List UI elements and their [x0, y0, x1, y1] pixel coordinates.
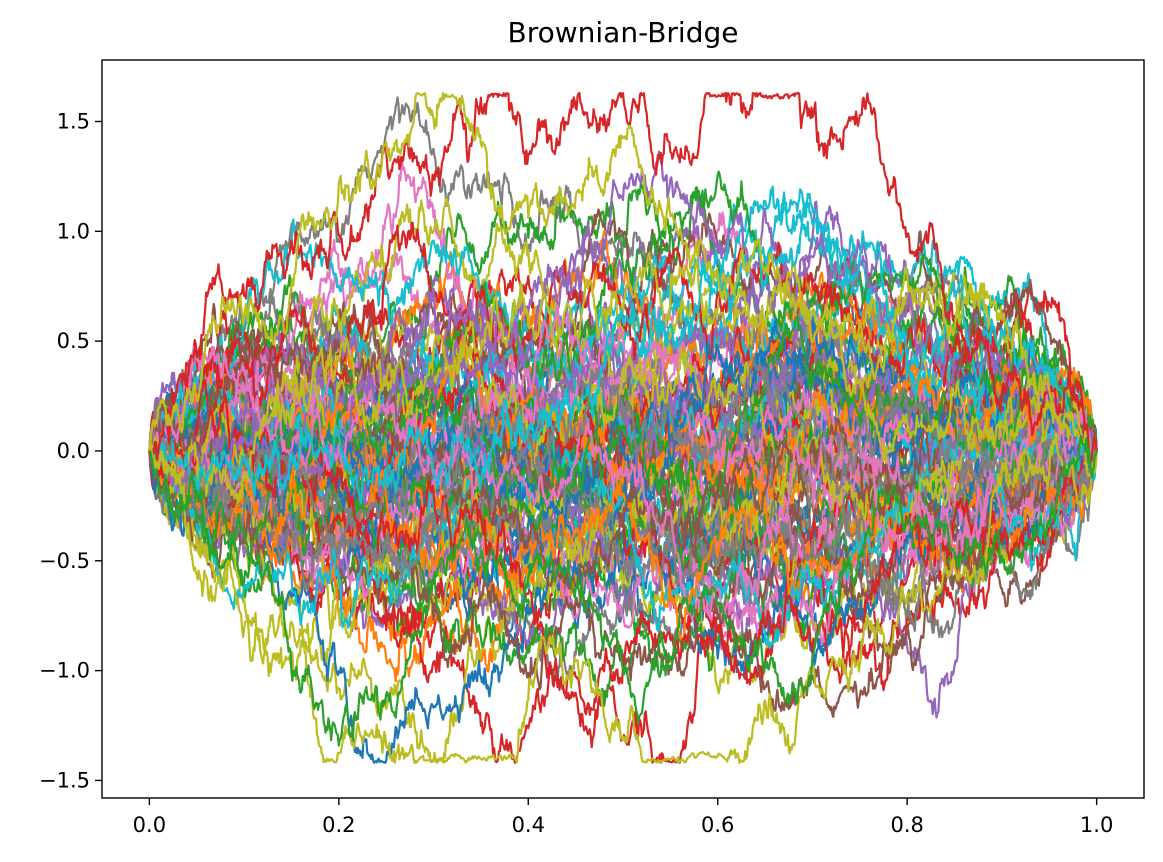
series-line — [148, 150, 1098, 494]
x-tick-label: 0.6 — [701, 813, 734, 837]
y-tick-label: −1.5 — [39, 768, 90, 792]
series-line — [148, 201, 1098, 504]
series-line-extreme — [148, 432, 1098, 764]
series-line — [148, 406, 1098, 639]
x-tick-label: 0.8 — [890, 813, 923, 837]
series-line — [148, 314, 1098, 569]
y-tick-label: 0.0 — [57, 439, 90, 463]
x-axis: 0.0 0.2 0.4 0.6 0.8 1.0 — [133, 798, 1113, 837]
series-line — [148, 414, 1098, 718]
x-tick-label: 1.0 — [1080, 813, 1113, 837]
y-tick-label: 1.5 — [57, 110, 90, 134]
y-tick-label: −0.5 — [39, 549, 90, 573]
series-line — [148, 251, 1098, 504]
series-line-extreme — [148, 435, 1098, 747]
series-line — [148, 356, 1098, 578]
x-tick-label: 0.2 — [322, 813, 355, 837]
series-line — [148, 363, 1098, 643]
y-tick-label: 0.5 — [57, 329, 90, 353]
series-lines — [148, 91, 1098, 764]
plot-frame — [101, 59, 1145, 799]
series-line — [148, 339, 1098, 534]
x-tick-label: 0.0 — [133, 813, 166, 837]
y-axis: −1.5 −1.0 −0.5 0.0 0.5 1.0 1.5 — [39, 110, 102, 792]
x-tick-label: 0.4 — [512, 813, 545, 837]
series-line-extreme — [148, 91, 1098, 478]
y-tick-label: −1.0 — [39, 659, 90, 683]
y-tick-label: 1.0 — [57, 219, 90, 243]
chart-title: Brownian-Bridge — [508, 16, 739, 49]
series-line — [148, 383, 1098, 613]
series-line — [148, 345, 1098, 621]
series-line-extreme — [148, 91, 1098, 466]
